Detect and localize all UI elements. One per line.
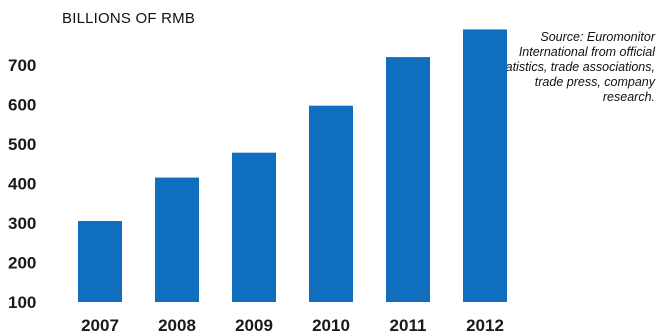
- bar-2011: [386, 57, 430, 302]
- x-tick-2012: 2012: [466, 316, 504, 335]
- y-axis-title: BILLIONS OF RMB: [62, 10, 196, 27]
- x-tick-2011: 2011: [390, 316, 427, 335]
- y-tick-600: 600: [8, 96, 36, 115]
- source-note: Source: Euromonitor International from o…: [495, 30, 655, 104]
- y-tick-200: 200: [8, 254, 36, 273]
- x-tick-2007: 2007: [81, 316, 119, 335]
- bar-2010: [309, 105, 353, 302]
- y-tick-300: 300: [8, 214, 36, 233]
- y-tick-labels: 100 200 300 400 500 600 700: [8, 56, 36, 312]
- bar-2009: [232, 152, 276, 302]
- x-tick-2008: 2008: [158, 316, 196, 335]
- x-tick-2009: 2009: [235, 316, 273, 335]
- x-tick-labels: 2007 2008 2009 2010 2011 2012: [81, 316, 504, 335]
- x-tick-2010: 2010: [312, 316, 350, 335]
- bar-2008: [155, 177, 199, 302]
- bar-2012: [463, 29, 507, 302]
- y-tick-100: 100: [8, 293, 36, 312]
- bar-2007: [78, 221, 122, 302]
- y-tick-500: 500: [8, 135, 36, 154]
- y-tick-700: 700: [8, 56, 36, 75]
- y-tick-400: 400: [8, 175, 36, 194]
- bars-group: [78, 29, 507, 302]
